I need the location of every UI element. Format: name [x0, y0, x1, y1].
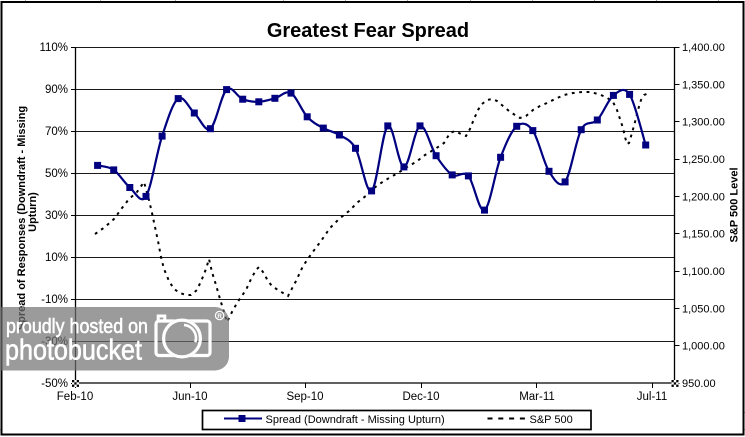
svg-text:Dec-10: Dec-10	[402, 391, 439, 403]
svg-text:1,000.00: 1,000.00	[682, 341, 725, 353]
svg-text:Upturn): Upturn)	[27, 192, 39, 232]
svg-text:Mar-11: Mar-11	[519, 391, 555, 403]
svg-text:S&P 500 Level: S&P 500 Level	[729, 167, 741, 242]
svg-text:1,150.00: 1,150.00	[682, 229, 725, 241]
svg-text:Jun-10: Jun-10	[172, 391, 207, 403]
svg-text:1,100.00: 1,100.00	[682, 266, 725, 278]
svg-text:proudly hosted on: proudly hosted on	[6, 315, 148, 338]
svg-text:Feb-10: Feb-10	[57, 391, 93, 403]
svg-text:1,400.00: 1,400.00	[682, 42, 725, 54]
svg-text:1,250.00: 1,250.00	[682, 154, 725, 166]
svg-text:S&P 500: S&P 500	[530, 414, 573, 426]
svg-text:1,300.00: 1,300.00	[682, 117, 725, 129]
svg-text:950.00: 950.00	[682, 378, 716, 390]
svg-text:Sep-10: Sep-10	[286, 391, 323, 403]
svg-text:Spread (Downdraft - Missing Up: Spread (Downdraft - Missing Upturn)	[266, 414, 445, 426]
svg-text:Spread of Responses (Downdraft: Spread of Responses (Downdraft - Missing	[16, 106, 28, 330]
svg-text:Greatest Fear Spread: Greatest Fear Spread	[267, 20, 469, 42]
svg-text:70%: 70%	[45, 126, 68, 138]
svg-text:photobucket: photobucket	[5, 335, 142, 367]
svg-text:1,200.00: 1,200.00	[682, 191, 725, 203]
svg-text:-10%: -10%	[41, 294, 68, 306]
svg-text:30%: 30%	[45, 210, 68, 222]
svg-text:1,350.00: 1,350.00	[682, 79, 725, 91]
svg-text:-50%: -50%	[41, 378, 68, 390]
svg-text:1,050.00: 1,050.00	[682, 303, 725, 315]
svg-text:Jul-11: Jul-11	[637, 391, 667, 403]
svg-text:10%: 10%	[45, 252, 68, 264]
svg-text:R: R	[217, 313, 222, 320]
svg-text:50%: 50%	[45, 168, 68, 180]
svg-text:90%: 90%	[45, 84, 68, 96]
svg-text:110%: 110%	[39, 42, 68, 54]
